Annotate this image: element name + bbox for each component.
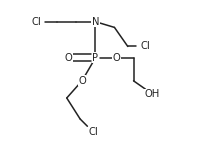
- Text: O: O: [78, 76, 86, 86]
- Text: O: O: [112, 53, 120, 63]
- Text: OH: OH: [145, 89, 160, 99]
- Text: Cl: Cl: [31, 17, 41, 27]
- Text: O: O: [65, 53, 73, 63]
- Text: Cl: Cl: [89, 127, 98, 137]
- Text: P: P: [92, 53, 98, 63]
- Text: N: N: [92, 17, 99, 27]
- Text: Cl: Cl: [140, 41, 150, 51]
